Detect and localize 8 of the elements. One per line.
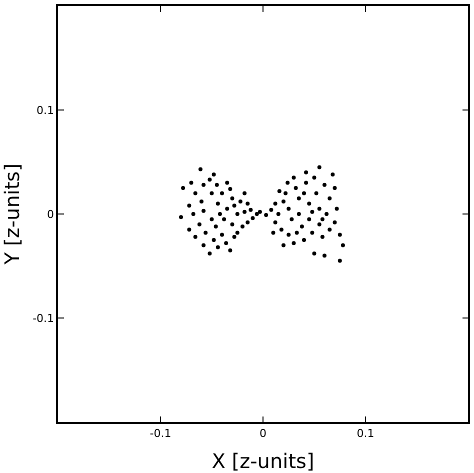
y-axis-title: Y [z-units] <box>0 163 24 266</box>
x-tick-label: -0.1 <box>150 426 172 440</box>
x-axis-title: X [z-units] <box>212 448 314 473</box>
y-tick-label: 0.1 <box>36 104 54 117</box>
y-tick-label: 0 <box>47 208 54 221</box>
x-tick-label: 0 <box>260 426 266 440</box>
x-tick-label: 0.1 <box>356 426 374 440</box>
y-tick-label: -0.1 <box>32 312 54 325</box>
